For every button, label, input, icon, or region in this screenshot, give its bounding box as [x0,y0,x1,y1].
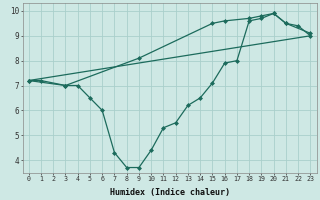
X-axis label: Humidex (Indice chaleur): Humidex (Indice chaleur) [109,188,229,197]
